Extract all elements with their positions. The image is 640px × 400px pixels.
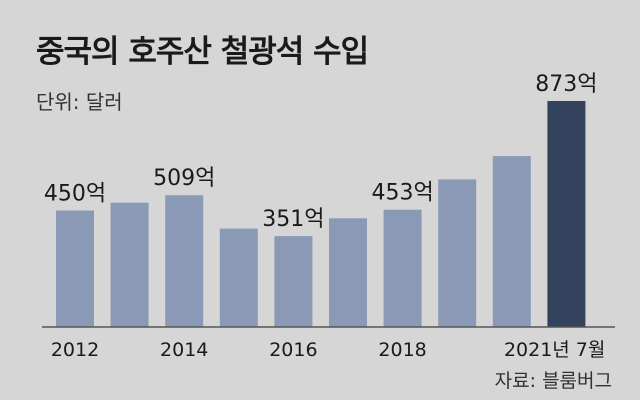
x-tick-label: 2012	[51, 339, 99, 361]
bar-2018	[383, 209, 422, 327]
x-tick-label: 2014	[160, 339, 208, 361]
data-label: 509억	[153, 166, 215, 191]
x-tick-label: 2018	[378, 339, 426, 361]
bar-2015	[219, 228, 258, 327]
bar-2021년 7월	[547, 101, 586, 327]
unit-label: 단위: 달러	[36, 90, 123, 114]
bar-2019	[438, 179, 477, 327]
data-label: 453억	[371, 181, 433, 206]
data-label: 873억	[535, 72, 597, 97]
data-label: 450억	[44, 182, 106, 207]
x-tick-label: 2021년 7월	[504, 339, 605, 361]
bar-2020	[492, 156, 531, 327]
chart-title: 중국의 호주산 철광석 수입	[36, 34, 369, 70]
source-label: 자료: 블룸버그	[494, 370, 612, 392]
x-tick-label: 2016	[269, 339, 317, 361]
bar-2017	[329, 218, 367, 327]
bar-2014	[165, 195, 204, 327]
bar-2012	[56, 210, 94, 327]
bar-2016	[274, 236, 313, 327]
bar-2013	[110, 202, 149, 327]
data-label: 351억	[262, 207, 324, 232]
